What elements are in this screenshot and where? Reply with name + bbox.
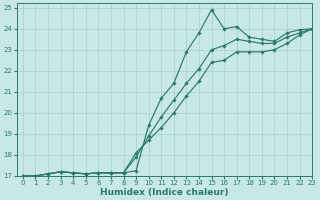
X-axis label: Humidex (Indice chaleur): Humidex (Indice chaleur)	[100, 188, 228, 197]
